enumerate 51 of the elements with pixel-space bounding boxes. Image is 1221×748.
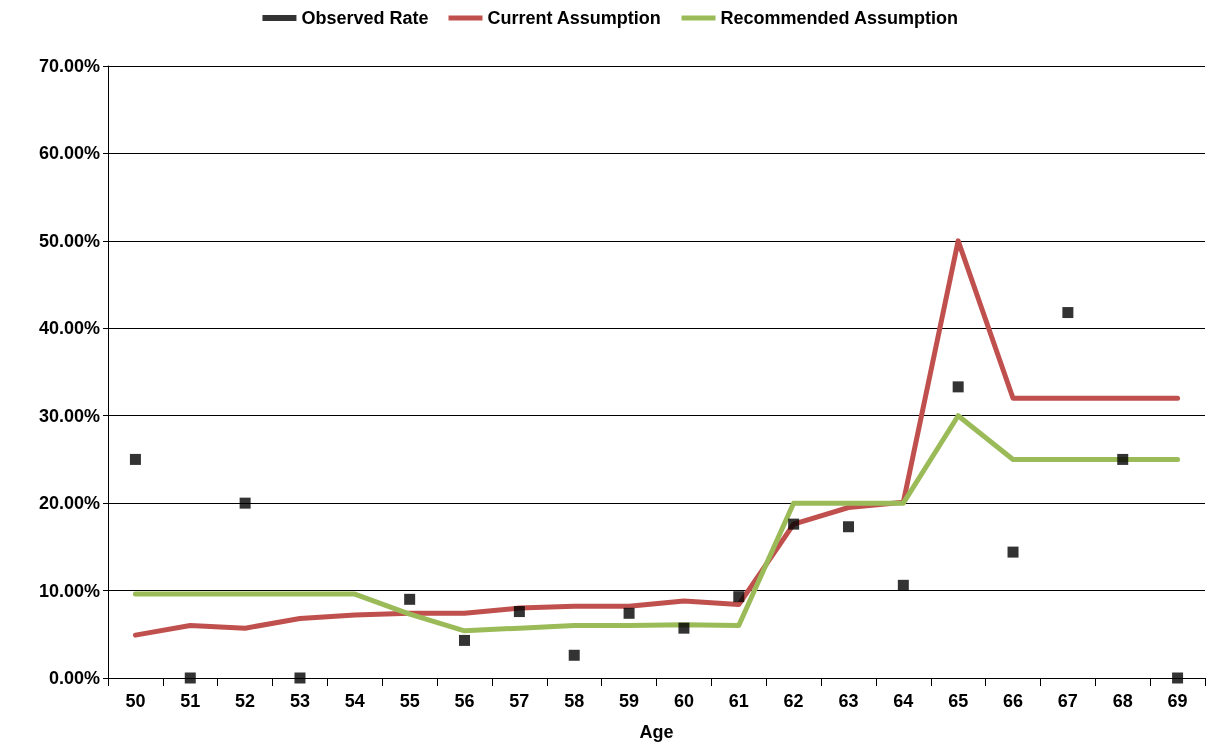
point — [568, 649, 580, 661]
x-tick-label: 64 — [893, 691, 914, 711]
point — [1007, 546, 1019, 558]
x-tick-label: 52 — [235, 691, 256, 711]
point — [513, 606, 525, 618]
point — [897, 579, 909, 591]
legend-label: Current Assumption — [487, 8, 661, 28]
legend-label: Observed Rate — [301, 8, 429, 28]
y-tick-label: 50.00% — [38, 230, 100, 251]
point — [1172, 672, 1184, 684]
x-tick-label: 67 — [1057, 691, 1078, 711]
point — [459, 634, 471, 646]
point — [1117, 453, 1129, 465]
y-tick-label: 70.00% — [38, 56, 100, 76]
y-tick-label: 40.00% — [38, 318, 100, 339]
x-tick-label: 55 — [399, 691, 420, 711]
point — [623, 607, 635, 619]
x-tick-label: 54 — [344, 691, 365, 711]
x-tick-label: 62 — [783, 691, 804, 711]
y-tick-label: 60.00% — [38, 143, 100, 164]
legend-label: Recommended Assumption — [720, 8, 958, 28]
y-tick-label: 0.00% — [48, 668, 100, 688]
x-tick-label: 59 — [619, 691, 640, 711]
x-tick-label: 66 — [1003, 691, 1024, 711]
x-tick-label: 51 — [180, 691, 201, 711]
x-tick-label: 61 — [728, 691, 749, 711]
x-tick-label: 53 — [289, 691, 310, 711]
point — [952, 381, 964, 393]
x-axis-title: Age — [639, 722, 674, 742]
x-tick-label: 58 — [564, 691, 585, 711]
point — [842, 521, 854, 533]
x-tick-label: 57 — [509, 691, 530, 711]
point — [184, 672, 196, 684]
point — [129, 453, 141, 465]
x-tick-label: 68 — [1112, 691, 1133, 711]
point — [239, 497, 251, 509]
point — [733, 591, 745, 603]
y-tick-label: 30.00% — [38, 405, 100, 426]
point — [404, 593, 416, 605]
point — [678, 622, 690, 634]
y-tick-label: 20.00% — [38, 493, 100, 514]
x-tick-label: 60 — [673, 691, 694, 711]
x-tick-label: 65 — [948, 691, 969, 711]
point — [1062, 307, 1074, 319]
x-tick-label: 69 — [1167, 691, 1188, 711]
x-tick-label: 63 — [838, 691, 859, 711]
point — [294, 672, 306, 684]
x-tick-label: 56 — [454, 691, 475, 711]
y-tick-label: 10.00% — [38, 580, 100, 601]
point — [788, 518, 800, 530]
x-tick-label: 50 — [125, 691, 146, 711]
